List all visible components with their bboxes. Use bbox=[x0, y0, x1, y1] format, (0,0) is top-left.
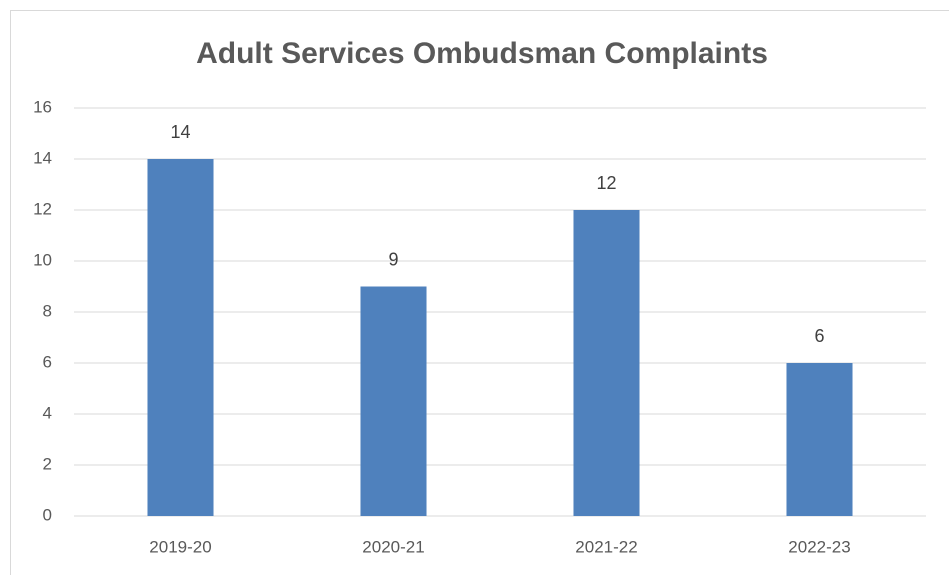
bar bbox=[573, 210, 640, 516]
bar bbox=[360, 286, 427, 516]
y-tick-label: 10 bbox=[33, 250, 52, 269]
y-tick-label: 8 bbox=[43, 301, 52, 320]
data-label: 6 bbox=[814, 326, 824, 346]
x-tick-label: 2019-20 bbox=[149, 537, 211, 556]
chart-title: Adult Services Ombudsman Complaints bbox=[196, 37, 768, 70]
data-label: 14 bbox=[170, 122, 190, 142]
bar bbox=[786, 363, 853, 516]
x-tick-label: 2020-21 bbox=[362, 537, 424, 556]
y-tick-label: 2 bbox=[43, 454, 52, 473]
y-tick-label: 0 bbox=[43, 505, 52, 524]
y-tick-label: 6 bbox=[43, 352, 52, 371]
y-tick-label: 14 bbox=[33, 148, 52, 167]
data-label: 12 bbox=[596, 173, 616, 193]
data-label: 9 bbox=[388, 249, 398, 269]
x-tick-label: 2022-23 bbox=[788, 537, 850, 556]
y-tick-label: 4 bbox=[43, 403, 52, 422]
bar bbox=[147, 159, 214, 516]
x-tick-label: 2021-22 bbox=[575, 537, 637, 556]
y-tick-label: 16 bbox=[33, 97, 52, 116]
y-tick-label: 12 bbox=[33, 199, 52, 218]
